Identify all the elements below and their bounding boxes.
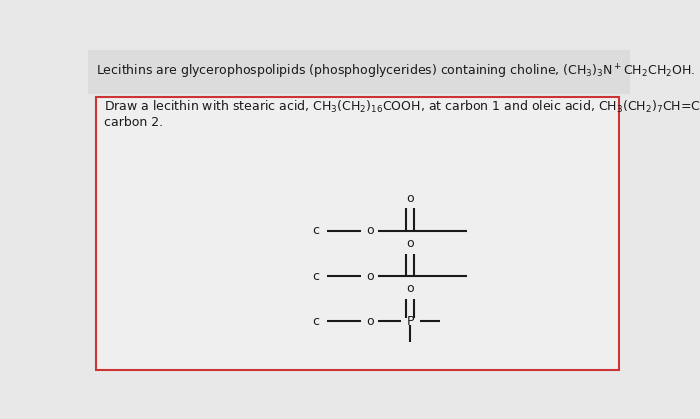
Text: o: o	[366, 269, 373, 283]
Text: o: o	[407, 237, 414, 250]
Text: carbon 2.: carbon 2.	[104, 116, 163, 129]
Text: c: c	[312, 225, 319, 238]
Text: o: o	[407, 282, 414, 295]
Text: Draw a lecithin with stearic acid, CH$_3$(CH$_2$)$_{16}$COOH, at carbon 1 and ol: Draw a lecithin with stearic acid, CH$_3…	[104, 99, 700, 115]
Text: o: o	[407, 192, 414, 205]
Text: o: o	[366, 225, 373, 238]
FancyBboxPatch shape	[96, 97, 619, 370]
Text: c: c	[312, 269, 319, 283]
FancyBboxPatch shape	[88, 50, 630, 94]
Text: o: o	[366, 315, 373, 328]
Text: P: P	[407, 315, 414, 328]
Text: Lecithins are glycerophospolipids (phosphoglycerides) containing choline, (CH$_3: Lecithins are glycerophospolipids (phosp…	[96, 63, 695, 81]
Text: c: c	[312, 315, 319, 328]
